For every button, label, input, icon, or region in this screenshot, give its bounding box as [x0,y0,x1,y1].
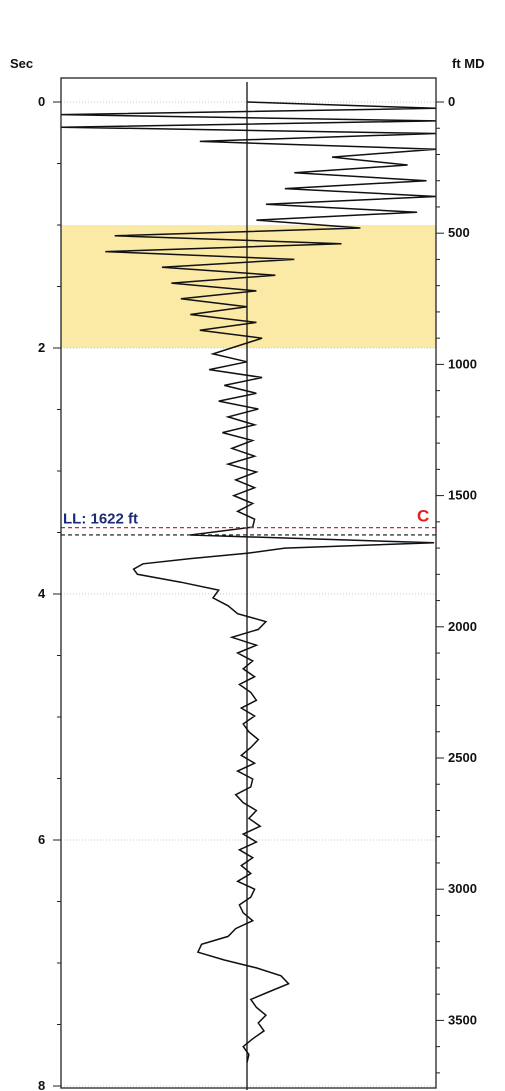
right-tick-label: 2000 [448,619,477,634]
marker-c-label: C [417,507,429,526]
reference-lines [61,527,436,536]
left-axis: 0 2 4 6 8 [38,94,61,1091]
right-axis: 0 500 1000 1500 2000 2500 3000 3500 [436,94,477,1074]
right-axis-title: ft MD [452,56,485,71]
left-tick-label: 6 [38,832,45,847]
plot-frame [60,77,437,1089]
trace-line [60,101,437,1063]
right-tick-label: 0 [448,94,455,109]
right-tick-label: 2500 [448,750,477,765]
right-tick-label: 1500 [448,488,477,503]
right-tick-label: 1000 [448,356,477,371]
ll-label: LL: 1622 ft [63,511,138,528]
grid-lines [61,101,436,1087]
right-tick-label: 3500 [448,1012,477,1027]
left-tick-label: 2 [38,340,45,355]
left-tick-label: 8 [38,1078,45,1091]
left-tick-label: 0 [38,94,45,109]
right-tick-label: 3000 [448,881,477,896]
highlight-band [61,225,436,348]
left-axis-title: Sec [10,56,33,71]
right-tick-label: 500 [448,225,470,240]
left-tick-label: 4 [38,586,46,601]
